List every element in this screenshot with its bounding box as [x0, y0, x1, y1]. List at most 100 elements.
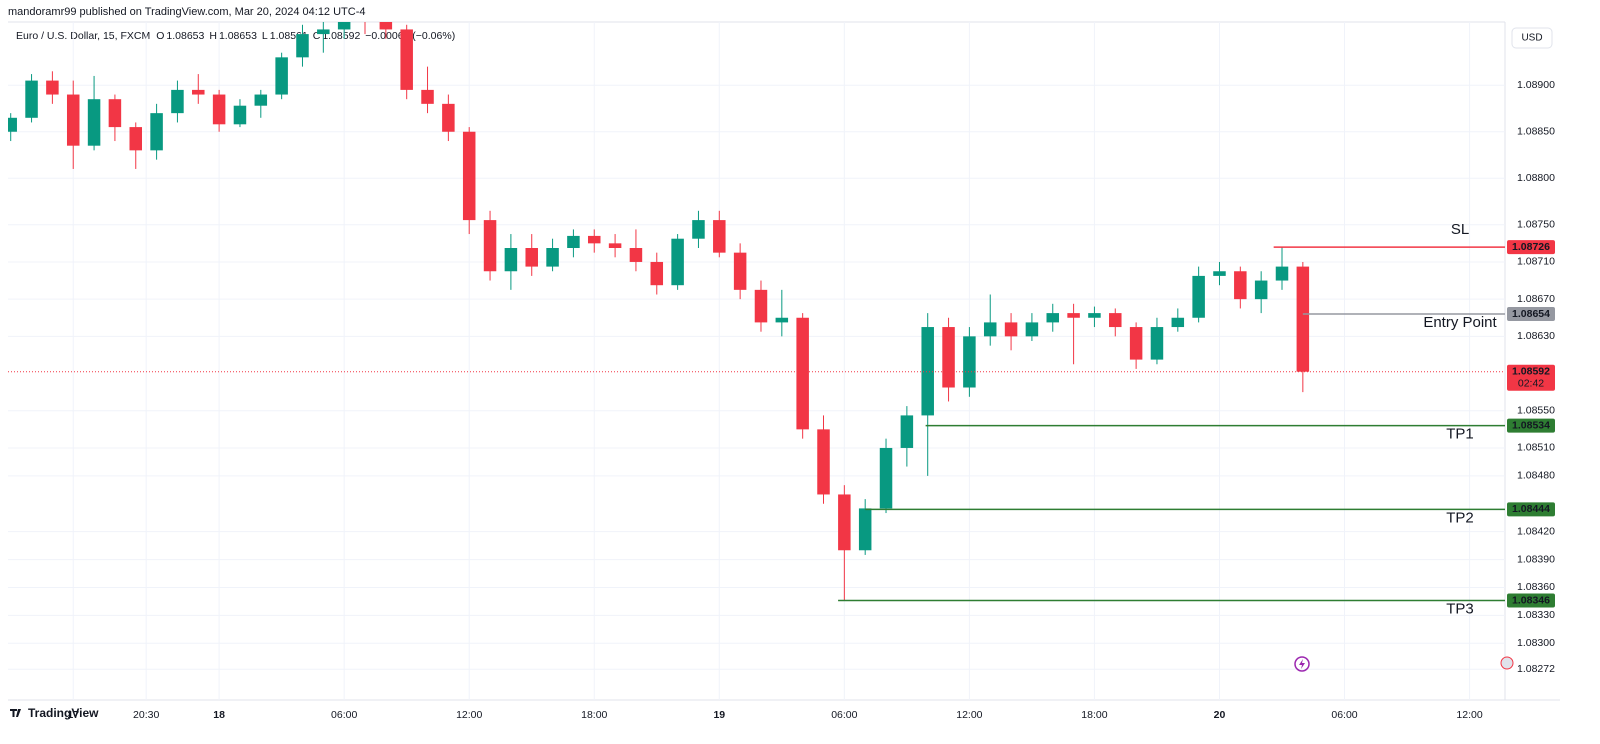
y-tick-label: 1.08850: [1517, 126, 1555, 138]
level-price-label: 1.08534: [1512, 419, 1550, 431]
candle-body: [1025, 322, 1039, 337]
plot: [8, 22, 1505, 602]
level-name: TP2: [1446, 509, 1474, 526]
candle-body: [129, 127, 143, 151]
legend-value: 1.08592: [322, 30, 360, 42]
x-tick-label: 17: [67, 709, 79, 721]
x-tick-label: 06:00: [1331, 709, 1357, 721]
level-tag: [1507, 418, 1555, 433]
candle-body: [650, 261, 664, 286]
y-tick-label: 1.08300: [1517, 637, 1555, 649]
level-price-label: 1.08654: [1512, 308, 1550, 320]
level-name: TP1: [1446, 426, 1474, 443]
level-tag: [1507, 307, 1555, 322]
candle-body: [171, 89, 184, 114]
candle-body: [567, 235, 580, 248]
legend-key: O: [156, 30, 164, 42]
y-tick-label: 1.08900: [1517, 79, 1555, 91]
candle-body: [46, 80, 59, 95]
x-tick-label: 18: [213, 709, 225, 721]
candle-body: [87, 99, 101, 146]
candle-body: [275, 57, 288, 95]
y-tick-label: 1.08330: [1517, 609, 1555, 621]
candle-body: [713, 220, 726, 253]
candle-body: [921, 327, 934, 416]
last-price-label: 1.08592: [1512, 365, 1550, 377]
level-name: Entry Point: [1423, 314, 1497, 331]
y-tick-label: 1.08272: [1517, 663, 1555, 675]
x-tick-label: 06:00: [831, 709, 857, 721]
x-tick-label: 20:30: [133, 709, 159, 721]
candle-body: [1275, 266, 1289, 281]
legend: Euro / U.S. Dollar, 15, FXCM O 1.08653 H 1.0…: [16, 30, 455, 42]
candle-body: [25, 80, 38, 118]
candle-body: [504, 248, 518, 272]
candle-body: [900, 415, 914, 448]
candle-body: [192, 89, 205, 95]
header: mandoramr99 published on TradingView.com…: [8, 6, 366, 18]
level-name: TP3: [1446, 600, 1474, 617]
candle-body: [525, 248, 538, 267]
candle-body: [1046, 313, 1060, 323]
candle-body: [421, 89, 434, 104]
level-price-label: 1.08726: [1512, 241, 1550, 253]
candle-body: [108, 99, 122, 128]
candle-body: [546, 248, 559, 267]
candle-body: [1234, 271, 1247, 300]
legend-value: 1.08653: [166, 30, 204, 42]
x-tick-label: 12:00: [1456, 709, 1482, 721]
candle-body: [400, 29, 413, 90]
x-tick-label: 19: [713, 709, 725, 721]
candle-body: [483, 220, 497, 272]
alert-icon[interactable]: [1294, 656, 1310, 672]
candle-body: [1296, 266, 1310, 372]
candle-body: [1192, 275, 1205, 318]
level-price-label: 1.08346: [1512, 594, 1550, 606]
x-tick-label: 06:00: [331, 709, 357, 721]
y-tick-label: 1.08710: [1517, 256, 1555, 268]
candle-body: [1109, 313, 1122, 328]
y-tick-label: 1.08480: [1517, 470, 1555, 482]
candle-body: [879, 447, 893, 509]
countdown: 02:42: [1518, 377, 1544, 389]
legend-value: 1.08653: [219, 30, 257, 42]
candle-body: [66, 94, 80, 146]
x-tick-label: 18:00: [1081, 709, 1107, 721]
level-tag: [1507, 502, 1555, 517]
candle-body: [150, 113, 163, 151]
y-tick-label: 1.08390: [1517, 553, 1555, 565]
x-tick-label: 20: [1214, 709, 1226, 721]
candle-body: [1088, 313, 1101, 318]
candle-body: [212, 94, 226, 125]
legend-key: H: [209, 30, 217, 42]
x-tick-label: 12:00: [956, 709, 982, 721]
candle-body: [775, 317, 789, 323]
level-price-label: 1.08444: [1512, 503, 1550, 515]
y-tick-label: 1.08420: [1517, 525, 1555, 537]
level-tag: [1507, 593, 1555, 608]
candle-body: [379, 22, 393, 30]
level-tag: [1507, 240, 1555, 255]
candle-body: [1129, 327, 1143, 360]
y-tick-label: 1.08510: [1517, 442, 1555, 454]
candle-body: [296, 34, 309, 58]
candle-body: [983, 322, 997, 337]
candle-body: [1171, 317, 1185, 328]
candle-body: [838, 494, 851, 551]
candle-body: [1067, 313, 1080, 318]
last-price-tag: [1507, 364, 1555, 391]
candle-body: [963, 336, 976, 388]
candle-body: [1213, 271, 1226, 276]
y-tick-label: 1.08360: [1517, 581, 1555, 593]
level-name: SL: [1451, 221, 1469, 238]
flag-icon[interactable]: [1500, 656, 1514, 670]
currency-box[interactable]: [1511, 27, 1553, 49]
y-tick-label: 1.08630: [1517, 330, 1555, 342]
legend-key: L: [262, 30, 268, 42]
y-tick-label: 1.08750: [1517, 219, 1555, 231]
legend-symbol: Euro / U.S. Dollar, 15, FXCM: [16, 30, 150, 42]
currency: USD: [1521, 33, 1542, 44]
candle-body: [588, 235, 601, 244]
candle-body: [1150, 327, 1164, 360]
